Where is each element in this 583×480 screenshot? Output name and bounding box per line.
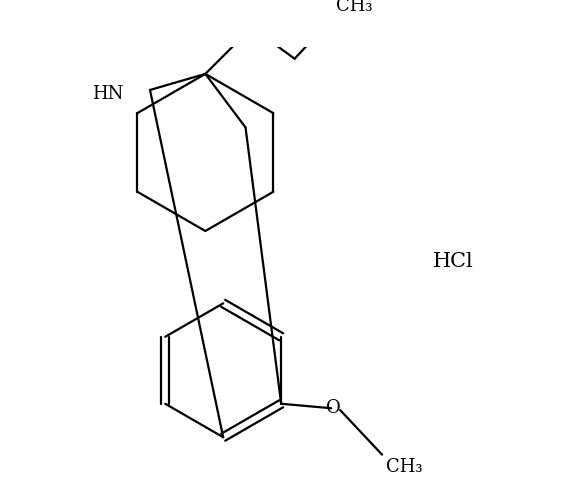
Text: HCl: HCl: [433, 252, 474, 271]
Text: CH₃: CH₃: [385, 458, 422, 476]
Text: CH₃: CH₃: [336, 0, 372, 15]
Text: O: O: [325, 399, 340, 417]
Text: HN: HN: [92, 84, 123, 103]
